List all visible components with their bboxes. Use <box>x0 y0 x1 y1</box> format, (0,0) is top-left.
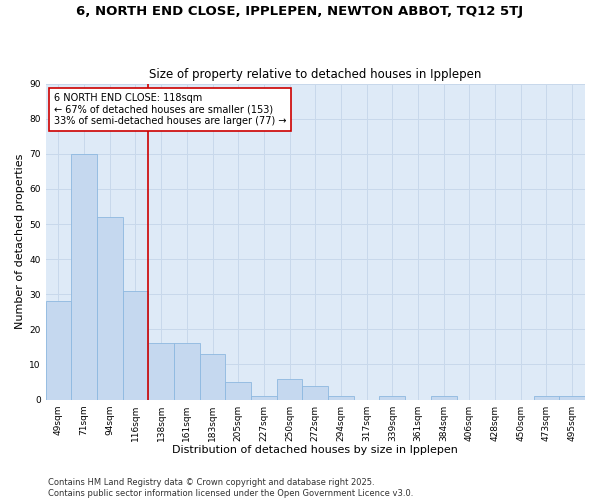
Bar <box>431 396 457 400</box>
Bar <box>533 396 559 400</box>
Title: Size of property relative to detached houses in Ipplepen: Size of property relative to detached ho… <box>149 68 481 81</box>
Bar <box>97 217 122 400</box>
Bar <box>251 396 277 400</box>
Y-axis label: Number of detached properties: Number of detached properties <box>15 154 25 330</box>
Bar <box>328 396 354 400</box>
Text: Contains HM Land Registry data © Crown copyright and database right 2025.
Contai: Contains HM Land Registry data © Crown c… <box>48 478 413 498</box>
Bar <box>200 354 226 400</box>
Bar <box>46 302 71 400</box>
Bar <box>122 290 148 400</box>
Bar <box>277 378 302 400</box>
Text: 6 NORTH END CLOSE: 118sqm
← 67% of detached houses are smaller (153)
33% of semi: 6 NORTH END CLOSE: 118sqm ← 67% of detac… <box>53 93 286 126</box>
Bar <box>379 396 405 400</box>
Text: 6, NORTH END CLOSE, IPPLEPEN, NEWTON ABBOT, TQ12 5TJ: 6, NORTH END CLOSE, IPPLEPEN, NEWTON ABB… <box>76 5 524 18</box>
Bar <box>226 382 251 400</box>
Bar <box>71 154 97 400</box>
Bar <box>174 344 200 400</box>
Bar <box>302 386 328 400</box>
X-axis label: Distribution of detached houses by size in Ipplepen: Distribution of detached houses by size … <box>172 445 458 455</box>
Bar <box>559 396 585 400</box>
Bar <box>148 344 174 400</box>
